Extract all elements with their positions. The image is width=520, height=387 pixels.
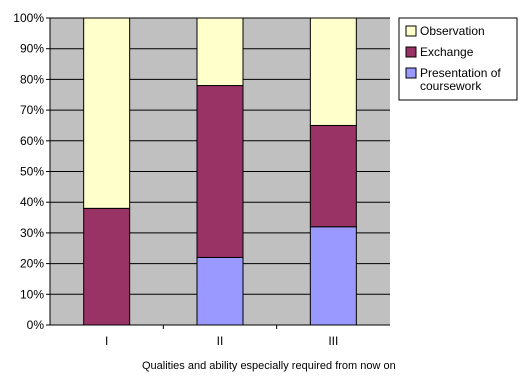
- y-tick-label: 100%: [13, 11, 44, 25]
- bar-segment-presentation-of-coursework: [196, 256, 244, 326]
- legend-swatch: [405, 67, 417, 79]
- legend-swatch: [405, 46, 417, 58]
- y-axis-ticks: 0% 10% 20% 30% 40% 50% 60% 70% 80% 90% 100%: [13, 11, 50, 332]
- legend-swatch: [405, 25, 417, 37]
- bar-segment-exchange: [309, 124, 357, 228]
- x-tick-label: I: [105, 334, 108, 348]
- y-tick-label: 50%: [20, 165, 44, 179]
- y-tick-label: 80%: [20, 72, 44, 86]
- x-axis-ticks: I II III: [105, 325, 338, 348]
- legend-label: Exchange: [420, 45, 474, 59]
- bar-segment-exchange: [196, 85, 244, 258]
- y-tick-label: 40%: [20, 195, 44, 209]
- y-tick-label: 30%: [20, 226, 44, 240]
- y-tick-label: 10%: [20, 287, 44, 301]
- x-tick-label: III: [328, 334, 338, 348]
- bars: [83, 17, 357, 326]
- y-tick-label: 20%: [20, 257, 44, 271]
- y-tick-label: 60%: [20, 134, 44, 148]
- bar-segment-exchange: [83, 207, 131, 326]
- legend-label-line: Presentation of: [420, 66, 501, 80]
- bar-segment-observation: [196, 17, 244, 87]
- y-tick-label: 90%: [20, 42, 44, 56]
- legend-label-line: coursework: [420, 79, 482, 93]
- legend-label: Observation: [420, 24, 485, 38]
- x-tick-label: II: [217, 334, 224, 348]
- bar-segment-observation: [83, 17, 131, 209]
- legend-frame: [398, 17, 518, 101]
- bar-segment-observation: [309, 17, 357, 126]
- x-axis-title: Qualities and ability especially require…: [142, 360, 396, 372]
- y-tick-label: 70%: [20, 103, 44, 117]
- y-tick-label: 0%: [27, 318, 45, 332]
- legend: Observation Exchange Presentation ofcourse…: [398, 17, 518, 101]
- bar-segment-presentation-of-coursework: [309, 226, 357, 326]
